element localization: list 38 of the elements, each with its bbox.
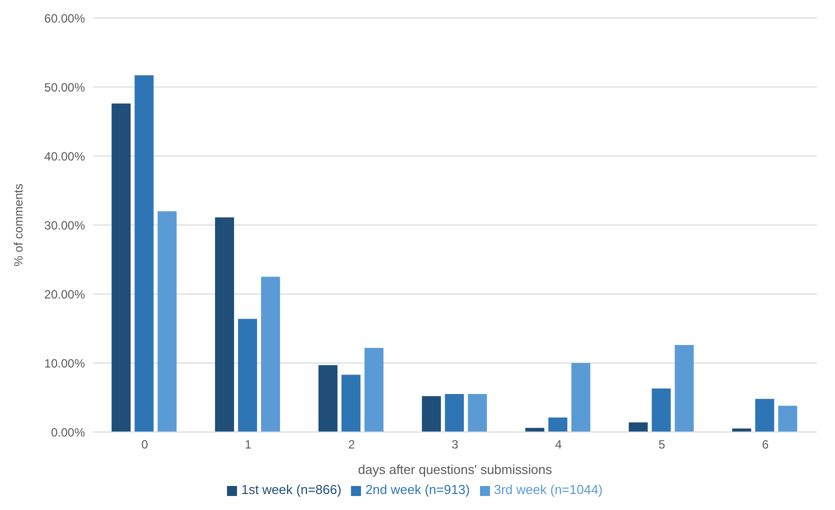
bar [444, 394, 464, 432]
x-tick-label: 2 [348, 438, 356, 452]
y-axis-title: % of comments [11, 184, 26, 266]
bar [215, 217, 234, 432]
bar [158, 211, 177, 432]
bar [628, 422, 648, 432]
y-tick-label: 30.00% [44, 218, 86, 232]
x-tick-label: 5 [658, 438, 666, 452]
bar [261, 276, 280, 432]
y-tick-label: 20.00% [44, 287, 86, 302]
bar [341, 374, 360, 432]
legend-label: 1st week (n=866) [241, 482, 342, 497]
bar [112, 104, 131, 432]
bar [778, 406, 798, 432]
y-tick-label: 50.00% [44, 80, 86, 94]
y-tick-label: 0.00% [50, 425, 86, 440]
x-tick-label: 1 [244, 438, 252, 452]
bar [548, 418, 568, 432]
bar [571, 363, 590, 432]
bar [422, 396, 441, 432]
bar [318, 365, 338, 432]
bar [652, 388, 671, 432]
x-tick-label: 3 [452, 438, 459, 452]
bar [364, 348, 384, 432]
y-tick-label: 40.00% [44, 149, 86, 164]
x-axis-title: days after questions' submissions [358, 462, 552, 477]
bar [674, 345, 694, 432]
y-tick-label: 60.00% [44, 11, 86, 26]
y-tick-label: 10.00% [44, 356, 86, 370]
legend-label: 2nd week (n=913) [365, 482, 470, 497]
legend-label: 3rd week (n=1044) [494, 482, 603, 497]
bar [468, 394, 487, 432]
bar [755, 398, 774, 432]
bar [238, 318, 258, 432]
x-tick-label: 0 [141, 438, 148, 452]
x-tick-label: 6 [762, 438, 769, 452]
bar [134, 75, 154, 432]
x-tick-label: 4 [555, 438, 562, 452]
